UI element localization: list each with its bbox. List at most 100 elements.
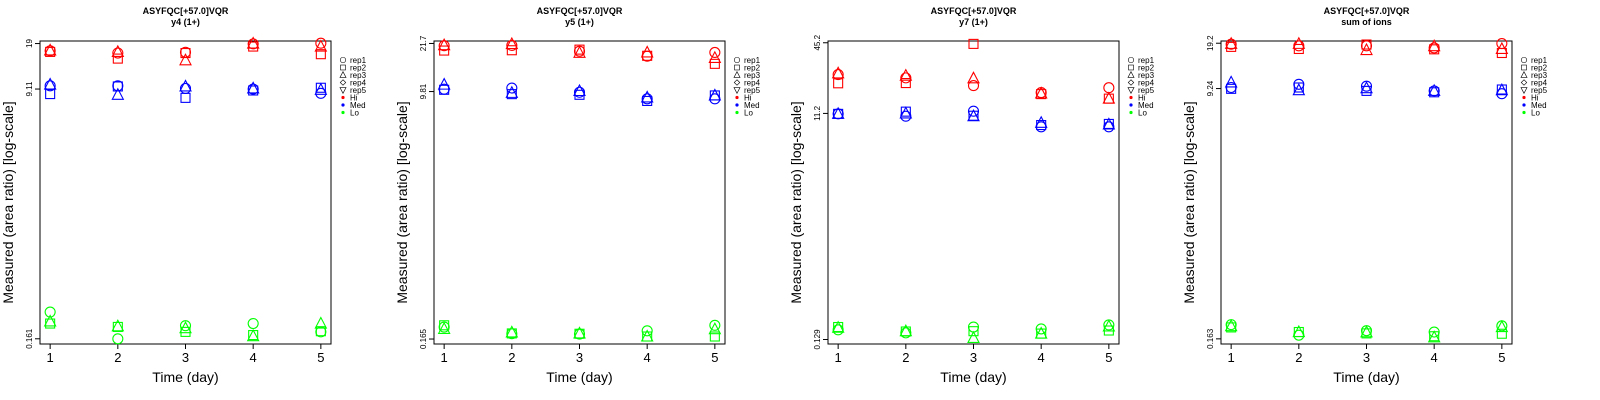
legend-label: Hi (1138, 94, 1146, 103)
legend-label: rep4 (744, 79, 761, 88)
chart-subtitle: y4 (1+) (171, 17, 200, 27)
data-point-hi-rep2 (439, 45, 450, 56)
data-point-lo-rep3 (640, 329, 654, 342)
plot-area (827, 40, 1120, 345)
data-point-hi-rep2 (900, 78, 911, 89)
data-point-med-rep3 (314, 82, 328, 95)
y-axis-label: Measured (area ratio) [log-scale] (1181, 101, 1197, 303)
data-point-hi-rep3 (111, 44, 125, 57)
data-point-hi-rep1 (315, 37, 327, 49)
data-point-hi-rep3 (573, 45, 586, 58)
data-point-med-rep3 (1224, 75, 1238, 88)
data-point-lo-rep3 (1102, 319, 1116, 332)
x-tick-label: 2 (902, 350, 909, 365)
y-tick-label: 19.2 (1206, 35, 1215, 51)
data-point-med-rep3 (437, 77, 451, 90)
data-point-med-rep3 (1034, 115, 1048, 128)
data-point-lo-rep1 (709, 319, 721, 331)
legend-marker-rep5 (1520, 87, 1528, 94)
legend-label: Hi (1531, 94, 1539, 103)
data-point-med-rep3 (640, 90, 654, 103)
data-point-lo-rep3 (708, 322, 722, 335)
data-point-lo-rep3 (1224, 318, 1238, 332)
data-point-hi-rep2 (1361, 39, 1372, 50)
data-point-med-rep3 (43, 77, 57, 90)
chart-title: ASYFQC[+57.0]VQR (1324, 6, 1410, 16)
legend-label: rep1 (744, 56, 761, 65)
data-point-lo-rep2 (968, 326, 979, 337)
data-point-hi-rep3 (1360, 42, 1373, 56)
legend-marker-rep3 (1127, 71, 1135, 78)
data-point-hi-rep2 (709, 58, 720, 69)
data-point-lo-rep3 (179, 321, 192, 334)
x-tick-label: 4 (1038, 350, 1045, 365)
legend-dot-med (1522, 103, 1526, 107)
data-point-hi-rep2 (315, 49, 326, 60)
legend-dot-med (735, 103, 739, 107)
data-point-med-rep3 (1427, 83, 1441, 96)
data-point-lo-rep3 (1360, 325, 1373, 338)
data-point-hi-rep3 (831, 66, 845, 79)
data-point-hi-rep1 (709, 46, 721, 59)
y-tick-label: 0.161 (25, 328, 34, 349)
legend-label: rep5 (1531, 86, 1548, 95)
data-point-hi-rep1 (1103, 82, 1115, 94)
x-tick-label: 4 (644, 350, 651, 365)
data-point-lo-rep3 (43, 314, 57, 327)
x-tick-label: 5 (317, 350, 324, 365)
data-point-lo-rep3 (1427, 330, 1441, 343)
x-tick-label: 2 (114, 350, 121, 365)
chart-title: ASYFQC[+57.0]VQR (931, 6, 1017, 16)
data-point-hi-rep2 (180, 47, 191, 59)
legend-dot-hi (1129, 95, 1133, 100)
legend-label: rep2 (350, 64, 367, 73)
data-point-lo-rep2 (1496, 328, 1507, 339)
y-axis-label: Measured (area ratio) [log-scale] (788, 101, 804, 303)
x-tick-label: 3 (182, 350, 189, 365)
y-axis-label: Measured (area ratio) [log-scale] (0, 101, 16, 303)
data-point-med-rep1 (44, 80, 56, 92)
data-point-hi-rep1 (900, 72, 912, 84)
data-point-med-rep3 (1292, 83, 1306, 96)
y-tick-label: 45.2 (813, 34, 822, 50)
data-point-lo-rep1 (112, 333, 124, 345)
data-point-lo-rep2 (1361, 328, 1372, 339)
legend-dot-med (1129, 103, 1133, 107)
data-point-lo-rep1 (641, 325, 653, 337)
legend-label: Lo (744, 109, 753, 118)
data-point-lo-rep2 (1226, 322, 1237, 333)
legend-label: Med (350, 101, 366, 110)
data-point-lo-rep3 (1495, 319, 1509, 333)
x-tick-label: 1 (835, 350, 842, 365)
data-point-lo-rep2 (506, 328, 517, 339)
data-point-hi-rep3 (1292, 36, 1306, 49)
y-tick-label: 9.24 (1206, 80, 1215, 96)
data-point-med-rep3 (505, 85, 519, 98)
legend-dot-hi (735, 95, 739, 100)
legend-marker-rep5 (1127, 87, 1135, 94)
x-tick-label: 2 (508, 350, 515, 365)
data-point-lo-rep2 (709, 331, 720, 342)
x-tick-label: 2 (1295, 350, 1302, 365)
data-point-med-rep2 (439, 84, 450, 95)
chart-subtitle: sum of ions (1341, 17, 1392, 27)
data-point-hi-rep3 (640, 45, 654, 58)
data-point-med-rep3 (967, 109, 980, 122)
data-point-hi-rep2 (506, 45, 517, 56)
legend-marker-rep4 (1520, 79, 1528, 86)
data-point-med-rep2 (506, 89, 517, 100)
legend-dot-med (341, 103, 345, 107)
legend-marker-rep1 (339, 56, 347, 64)
legend-dot-lo (1129, 110, 1133, 115)
data-point-hi-rep3 (967, 71, 980, 84)
data-point-lo-rep3 (1292, 324, 1306, 338)
legend-label: rep1 (1138, 56, 1155, 65)
data-point-med-rep1 (1103, 121, 1115, 133)
data-point-lo-rep1 (44, 306, 56, 318)
data-point-med-rep3 (111, 87, 125, 100)
data-point-hi-rep1 (112, 47, 124, 59)
